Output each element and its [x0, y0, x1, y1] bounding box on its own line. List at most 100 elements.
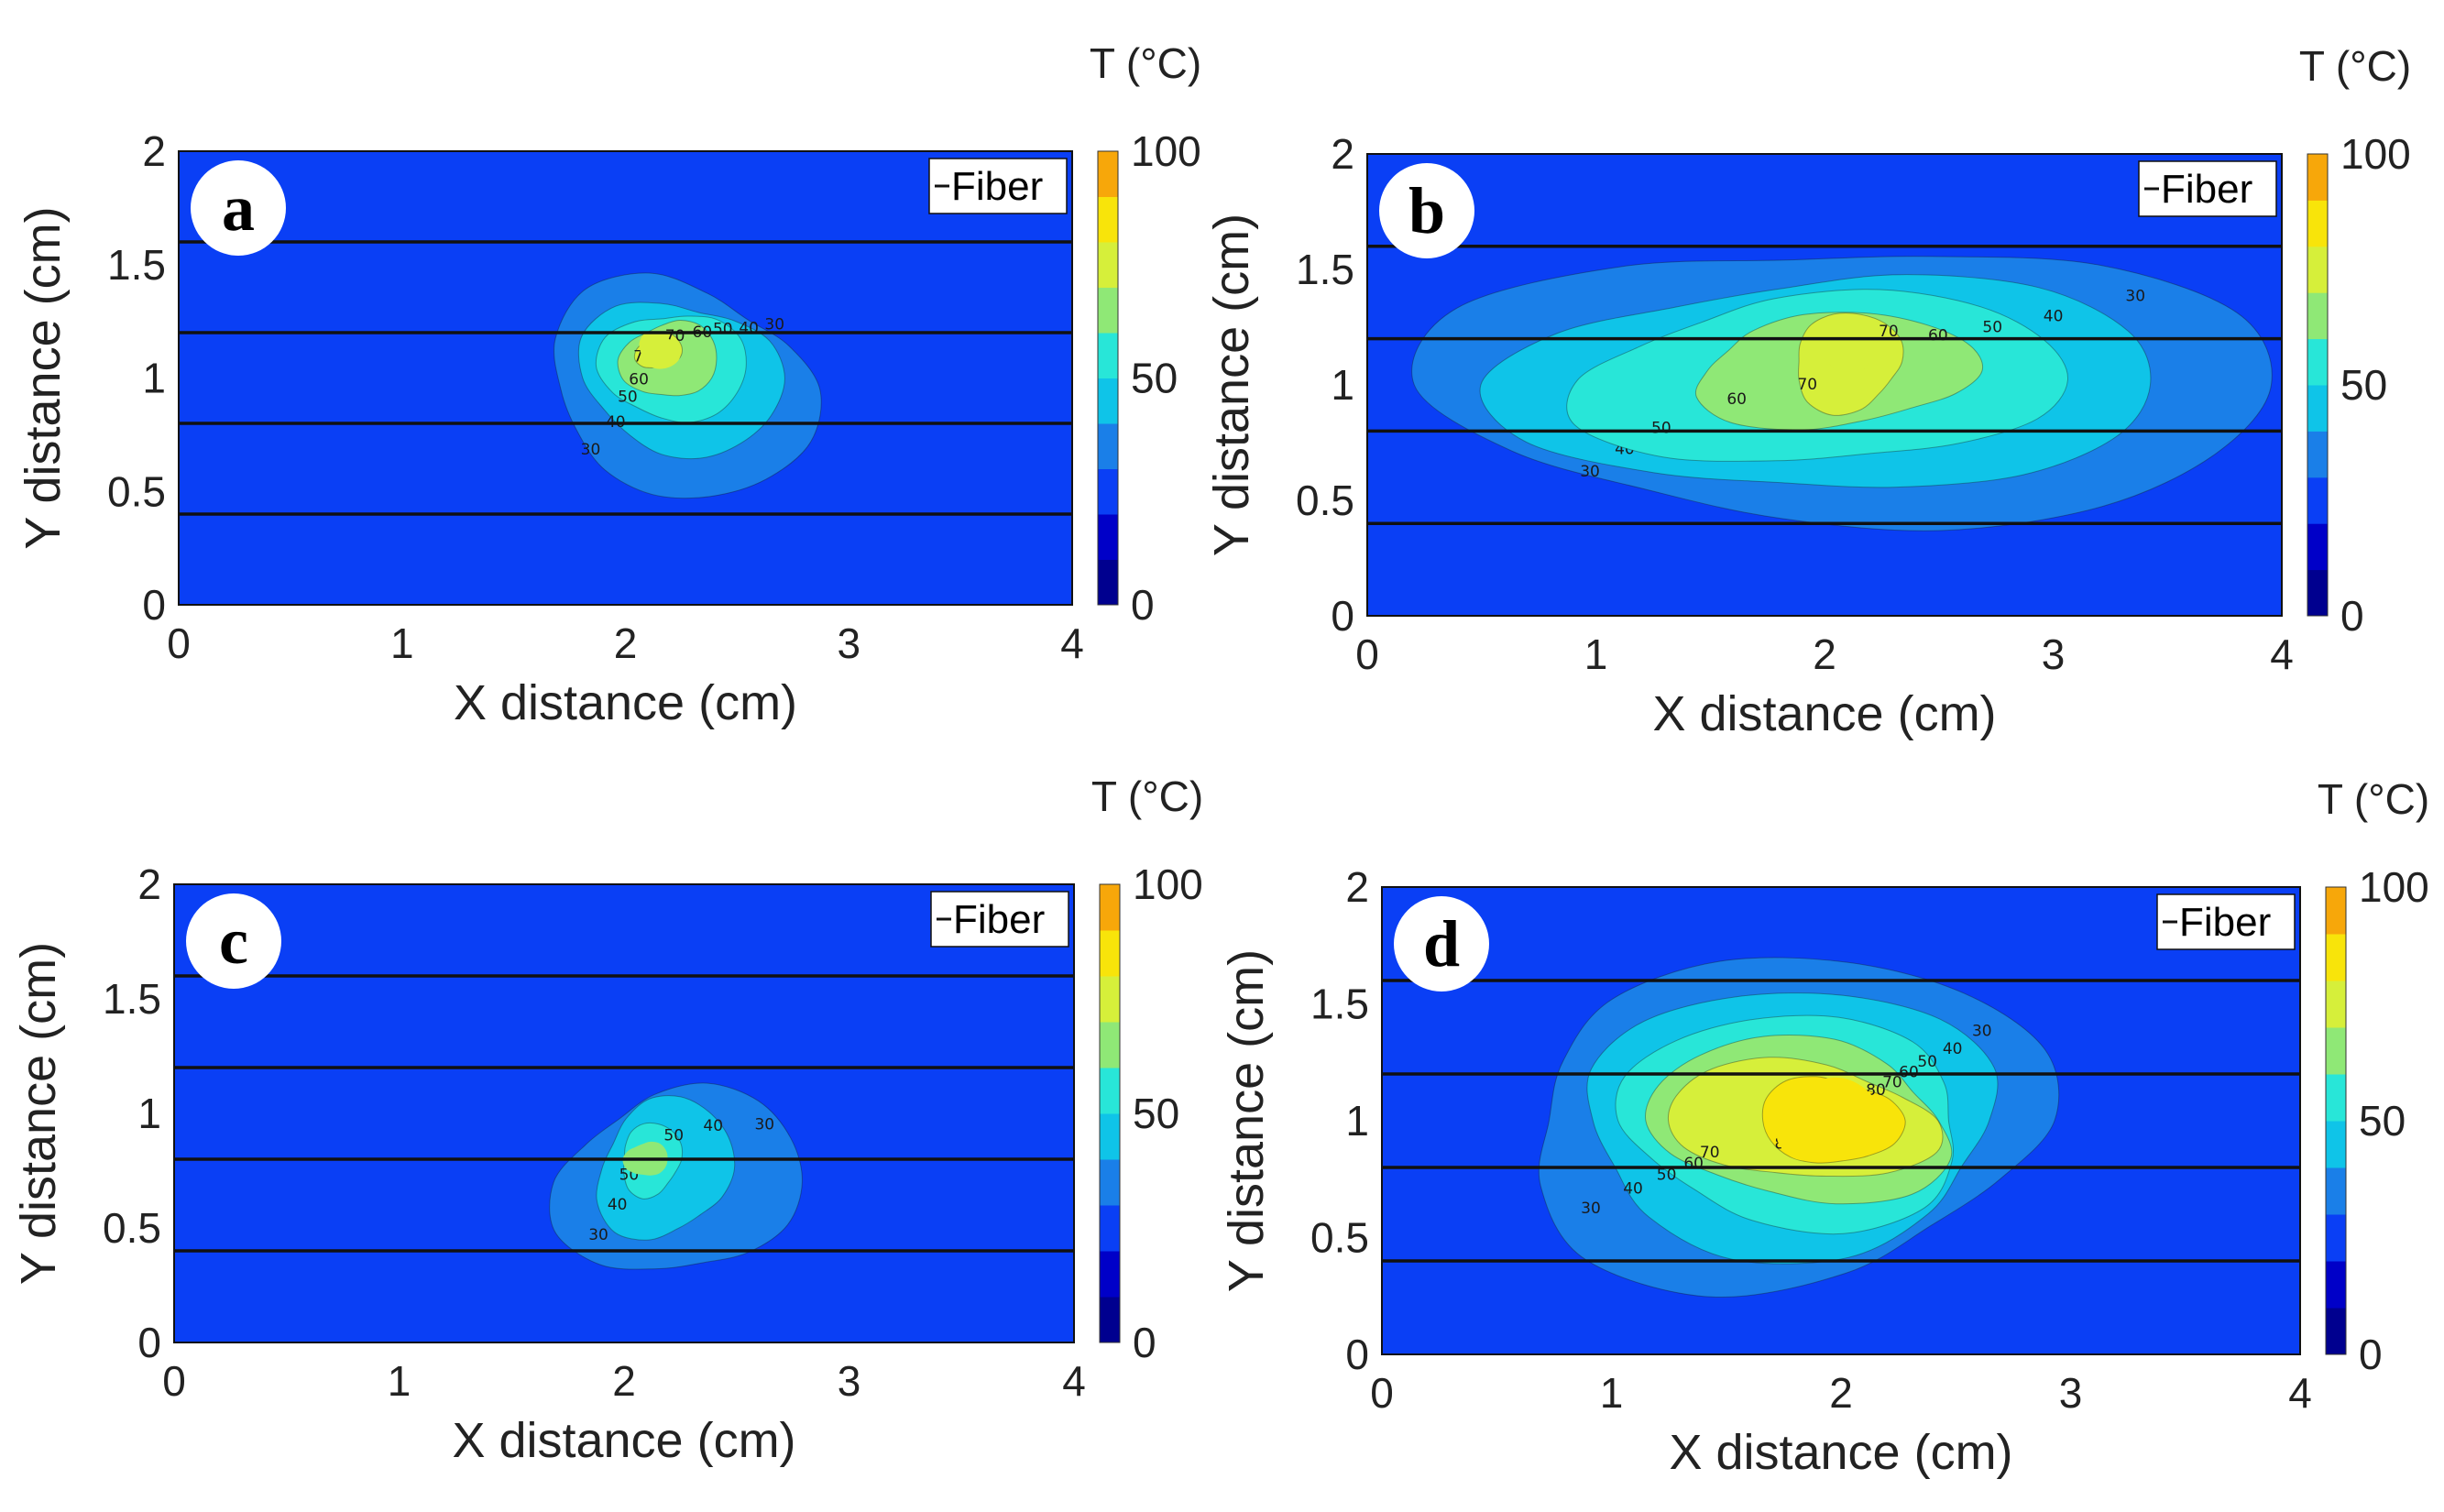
panel-label: b	[1408, 174, 1445, 247]
x-tick-label: 3	[2042, 630, 2066, 678]
contour-label-40: 40	[739, 319, 759, 337]
contour-label-40: 40	[608, 1196, 628, 1214]
contour-label-40: 40	[1943, 1040, 1963, 1058]
plot-frame	[1381, 886, 2301, 1355]
contour-label-40: 40	[703, 1117, 723, 1135]
colorbar-segment	[1098, 287, 1118, 334]
colorbar-segment	[1100, 884, 1120, 931]
contour-label-30: 30	[2125, 288, 2145, 306]
colorbar-segment	[1098, 468, 1118, 515]
y-tick-label: 0.5	[1310, 1214, 1369, 1262]
panel-badge	[186, 893, 281, 989]
contour-label-30: 30	[581, 441, 601, 459]
x-tick-label: 1	[388, 1357, 411, 1405]
legend-box	[2138, 160, 2277, 217]
panel-d: 3030404050506060707080800123400.511.52X …	[1219, 775, 2429, 1480]
colorbar-segment	[1100, 1297, 1120, 1343]
colorbar-segment	[2307, 569, 2328, 617]
peak-region	[1824, 341, 1870, 376]
y-tick-label: 0	[142, 581, 166, 629]
x-tick-label: 4	[1062, 1357, 1086, 1405]
x-tick-label: 2	[612, 1357, 636, 1405]
x-tick-label: 2	[1813, 630, 1836, 678]
colorbar-segment	[2326, 1121, 2346, 1168]
colorbar-segment	[2326, 1074, 2346, 1122]
colorbar-segment	[1098, 242, 1118, 288]
colorbar-title: T (°C)	[1091, 772, 1203, 820]
y-tick-label: 2	[1345, 863, 1369, 911]
x-tick-label: 0	[167, 619, 191, 667]
x-tick-label: 2	[1829, 1369, 1853, 1417]
x-tick-label: 2	[614, 619, 638, 667]
y-tick-label: 0	[137, 1319, 161, 1366]
y-tick-label: 1.5	[1296, 246, 1354, 293]
contour-label-40: 40	[2044, 308, 2064, 326]
colorbar-segment	[2307, 154, 2328, 201]
contour-label-30: 30	[1581, 1200, 1601, 1218]
y-tick-label: 1	[1345, 1097, 1369, 1145]
contour-label-50: 50	[1982, 318, 2002, 336]
colorbar-segment	[1100, 1251, 1120, 1298]
colorbar-frame	[1099, 883, 1121, 1343]
colorbar: 0 50 100 T (°C)	[1091, 772, 1203, 1366]
x-tick-label: 1	[1600, 1369, 1624, 1417]
legend-label: Fiber	[2179, 900, 2271, 945]
y-tick-label: 0.5	[107, 467, 166, 515]
legend-box	[928, 158, 1068, 214]
contour-label-50: 50	[618, 389, 638, 407]
y-tick-label: 0	[1345, 1331, 1369, 1378]
peak-region	[1776, 1077, 1881, 1162]
plot-background	[174, 884, 1074, 1342]
contour-label-70: 70	[1797, 376, 1817, 394]
colorbar-segment	[1098, 514, 1118, 560]
colorbar-segment	[1098, 378, 1118, 424]
colorbar-title: T (°C)	[2318, 775, 2429, 823]
y-axis-label: Y distance (cm)	[1219, 949, 1274, 1292]
colorbar-tick-label: 50	[1131, 355, 1178, 402]
contour-label-60: 60	[1726, 390, 1747, 409]
x-tick-label: 4	[1060, 619, 1084, 667]
colorbar-tick-label: 100	[2359, 863, 2429, 911]
x-tick-label: 3	[838, 1357, 861, 1405]
colorbar-tick-label: 0	[2340, 592, 2364, 640]
peak-region	[639, 331, 681, 369]
colorbar: 0 50 100 T (°C)	[2299, 42, 2411, 640]
x-tick-label: 1	[390, 619, 414, 667]
y-tick-label: 1.5	[107, 241, 166, 289]
legend-label: Fiber	[951, 164, 1043, 209]
colorbar-segment	[2307, 523, 2328, 571]
panel-badge	[191, 160, 286, 256]
colorbar-segment	[2307, 200, 2328, 247]
y-tick-label: 1	[142, 355, 166, 402]
colorbar-segment	[2326, 887, 2346, 935]
colorbar-frame	[2307, 153, 2329, 617]
contour-label-50: 50	[713, 321, 733, 339]
plot-frame	[173, 883, 1075, 1343]
x-tick-label: 0	[1355, 630, 1379, 678]
x-tick-label: 4	[2288, 1369, 2312, 1417]
y-tick-label: 2	[142, 127, 166, 175]
panel-label: d	[1423, 907, 1460, 981]
colorbar-segment	[1100, 1113, 1120, 1160]
legend-label: Fiber	[2161, 167, 2252, 212]
contour-label-50: 50	[1917, 1053, 1937, 1071]
colorbar-title: T (°C)	[2299, 42, 2411, 90]
contour-fill: 303040405050606070708080	[1538, 957, 2060, 1298]
colorbar-segment	[1100, 1068, 1120, 1114]
contour-label-60: 60	[629, 370, 649, 389]
colorbar-tick-label: 0	[2359, 1331, 2383, 1378]
y-tick-label: 1.5	[103, 975, 161, 1023]
x-tick-label: 3	[2059, 1369, 2083, 1417]
contour-label-30: 30	[1972, 1022, 1992, 1040]
panel-badge	[1379, 163, 1474, 258]
x-tick-label: 0	[1370, 1369, 1394, 1417]
legend-label: Fiber	[953, 897, 1045, 942]
contour-label-50: 50	[1657, 1166, 1677, 1184]
panel-label: c	[219, 904, 248, 978]
